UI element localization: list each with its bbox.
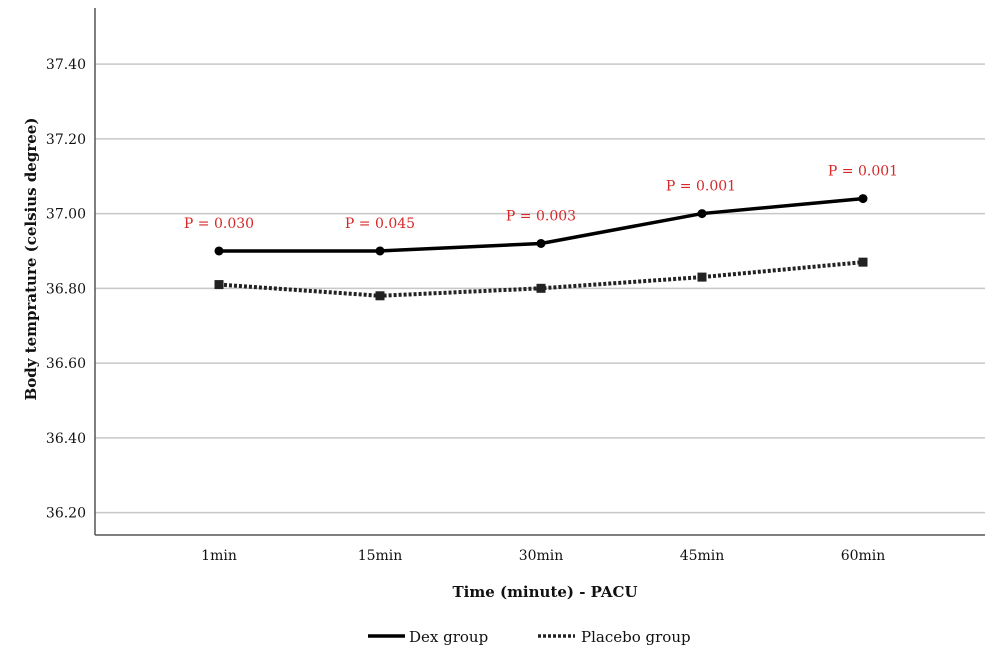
placebo-group-point	[536, 283, 546, 293]
dex-group-point	[858, 194, 868, 204]
gridlines	[95, 63, 985, 514]
y-tick-label: 37.40	[46, 57, 86, 73]
y-tick-label: 36.80	[46, 281, 86, 297]
axes	[94, 8, 985, 536]
p-value-annotation: P = 0.001	[828, 164, 898, 180]
p-value-annotations: P = 0.030 P = 0.045 P = 0.003 P = 0.001 P = …	[184, 164, 898, 232]
y-tick-labels: 36.20 36.40 36.60 36.80 37.00 37.20 37.40	[46, 57, 86, 522]
legend-label-dex: Dex group	[409, 628, 488, 646]
p-value-annotation: P = 0.045	[345, 216, 415, 232]
dex-group-point	[536, 238, 546, 248]
x-tick-label: 60min	[841, 548, 886, 564]
y-tick-label: 36.40	[46, 431, 86, 447]
p-value-annotation: P = 0.001	[666, 179, 736, 195]
placebo-group-point	[697, 272, 707, 282]
x-tick-labels: 1min 15min 30min 45min 60min	[201, 548, 885, 564]
dex-group-point	[697, 209, 707, 219]
placebo-group-point	[858, 257, 868, 267]
y-tick-label: 37.20	[46, 132, 86, 148]
x-tick-label: 1min	[201, 548, 237, 564]
p-value-annotation: P = 0.003	[506, 208, 576, 224]
placebo-group-point	[214, 280, 224, 290]
x-tick-label: 15min	[358, 548, 403, 564]
y-tick-label: 36.20	[46, 506, 86, 522]
x-tick-label: 30min	[519, 548, 564, 564]
placebo-group-point	[375, 291, 385, 301]
y-tick-label: 36.60	[46, 356, 86, 372]
p-value-annotation: P = 0.030	[184, 216, 254, 232]
y-axis-title: Body temprature (celsius degree)	[22, 118, 40, 401]
y-tick-label: 37.00	[46, 207, 86, 223]
legend: Dex group Placebo group	[368, 628, 691, 646]
dex-group-point	[375, 246, 385, 256]
x-axis-title: Time (minute) - PACU	[452, 583, 637, 601]
series	[214, 194, 868, 301]
legend-label-placebo: Placebo group	[581, 628, 691, 646]
x-tick-label: 45min	[680, 548, 725, 564]
dex-group-point	[214, 246, 224, 256]
